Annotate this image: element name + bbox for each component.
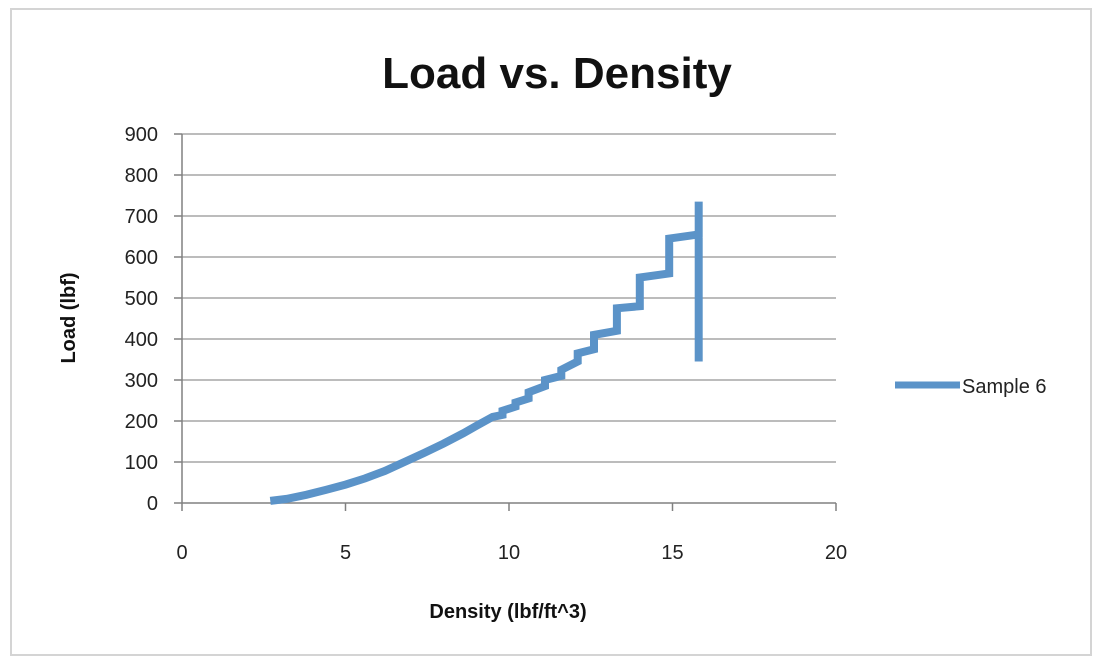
y-tick-label-200: 200 bbox=[125, 411, 158, 433]
x-tick-label-20: 20 bbox=[825, 542, 847, 564]
y-axis-title: Load (lbf) bbox=[58, 272, 80, 363]
plot-series-group bbox=[269, 201, 703, 505]
x-tick-labels: 0 5 10 15 20 bbox=[176, 542, 847, 564]
y-tick-label-800: 800 bbox=[125, 165, 158, 187]
y-tick-labels: 0 100 200 300 400 500 600 700 800 900 bbox=[125, 124, 158, 515]
y-tick-label-400: 400 bbox=[125, 329, 158, 351]
series-line-sample-6 bbox=[269, 201, 703, 505]
x-tick-label-15: 15 bbox=[661, 542, 683, 564]
x-tick-label-0: 0 bbox=[176, 542, 187, 564]
axes bbox=[174, 133, 837, 511]
legend: Sample 6 bbox=[895, 376, 1047, 398]
y-tick-label-500: 500 bbox=[125, 288, 158, 310]
chart-frame bbox=[10, 8, 1092, 656]
y-tick-label-600: 600 bbox=[125, 247, 158, 269]
y-tick-label-100: 100 bbox=[125, 452, 158, 474]
y-tick-label-900: 900 bbox=[125, 124, 158, 146]
x-tick-label-5: 5 bbox=[340, 542, 351, 564]
y-tick-label-300: 300 bbox=[125, 370, 158, 392]
x-tick-label-10: 10 bbox=[498, 542, 520, 564]
chart-title: Load vs. Density bbox=[382, 49, 732, 98]
legend-label-sample-6: Sample 6 bbox=[962, 376, 1047, 398]
y-tick-label-700: 700 bbox=[125, 206, 158, 228]
y-tick-label-0: 0 bbox=[147, 493, 158, 515]
gridlines bbox=[182, 133, 836, 463]
x-axis-title: Density (lbf/ft^3) bbox=[429, 601, 586, 623]
